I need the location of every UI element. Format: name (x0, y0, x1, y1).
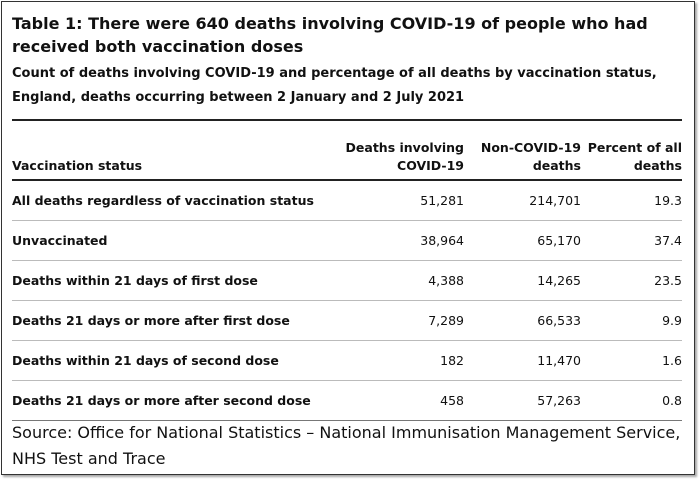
cell-percent-all-deaths: 0.8 (662, 392, 682, 408)
table-row: All deaths regardless of vaccination sta… (12, 180, 682, 220)
table-row: Deaths within 21 days of first dose 4,388… (12, 260, 682, 300)
cell-vaccination-status: All deaths regardless of vaccination sta… (12, 192, 314, 208)
table-row: Unvaccinated 38,964 65,170 37.4 (12, 220, 682, 260)
cell-vaccination-status: Deaths 21 days or more after second dose (12, 392, 311, 408)
cell-deaths-covid: 458 (440, 392, 464, 408)
table-row: Deaths 21 days or more after first dose 7… (12, 300, 682, 340)
table-row: Deaths 21 days or more after second dose… (12, 380, 682, 420)
deaths-by-vaccination-table: Vaccination status Deaths involving COVI… (12, 119, 682, 421)
table-body: All deaths regardless of vaccination sta… (12, 180, 682, 420)
header-deaths-covid: Deaths involving COVID-19 (345, 140, 464, 173)
cell-deaths-covid: 4,388 (428, 272, 464, 288)
cell-percent-all-deaths: 19.3 (654, 192, 682, 208)
cell-non-covid-deaths: 14,265 (537, 272, 581, 288)
cell-non-covid-deaths: 66,533 (537, 312, 581, 328)
table-row: Deaths within 21 days of second dose 182 1… (12, 340, 682, 380)
cell-deaths-covid: 51,281 (420, 192, 464, 208)
table-subtitle: Count of deaths involving COVID-19 and p… (12, 66, 657, 105)
cell-percent-all-deaths: 9.9 (662, 312, 682, 328)
cell-vaccination-status: Unvaccinated (12, 232, 108, 248)
cell-percent-all-deaths: 23.5 (654, 272, 682, 288)
cell-non-covid-deaths: 11,470 (537, 352, 581, 368)
cell-vaccination-status: Deaths within 21 days of second dose (12, 352, 279, 368)
cell-non-covid-deaths: 214,701 (529, 192, 581, 208)
table-header-row: Vaccination status Deaths involving COVI… (12, 120, 682, 180)
header-percent-all-deaths: Percent of all deaths (587, 140, 682, 173)
data-table-container: Vaccination status Deaths involving COVI… (12, 119, 682, 421)
cell-deaths-covid: 7,289 (428, 312, 464, 328)
header-vaccination-status: Vaccination status (12, 158, 143, 173)
header-non-covid-deaths: Non-COVID-19 deaths (480, 140, 581, 173)
cell-percent-all-deaths: 37.4 (654, 232, 682, 248)
source-note: Source: Office for National Statistics –… (12, 423, 681, 468)
cell-vaccination-status: Deaths within 21 days of first dose (12, 272, 258, 288)
cell-vaccination-status: Deaths 21 days or more after first dose (12, 312, 290, 328)
cell-percent-all-deaths: 1.6 (662, 352, 682, 368)
cell-deaths-covid: 38,964 (420, 232, 464, 248)
cell-non-covid-deaths: 57,263 (537, 392, 581, 408)
cell-deaths-covid: 182 (440, 352, 464, 368)
table-title: Table 1: There were 640 deaths involving… (12, 14, 648, 56)
cell-non-covid-deaths: 65,170 (537, 232, 581, 248)
table-figure: Table 1: There were 640 deaths involving… (1, 1, 695, 475)
